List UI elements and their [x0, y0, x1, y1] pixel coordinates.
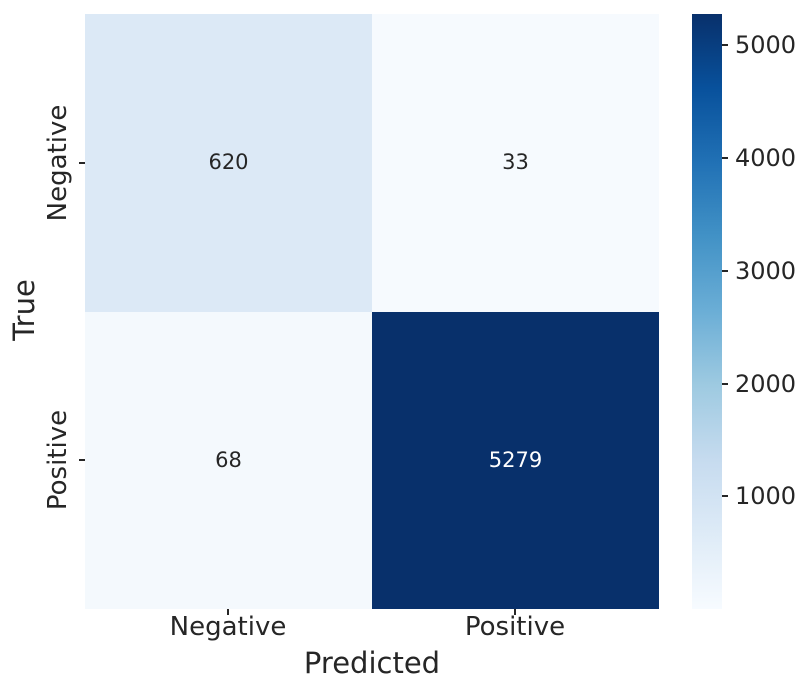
colorbar — [692, 14, 722, 609]
y-tick-mark — [79, 459, 85, 461]
cell-value: 68 — [215, 447, 242, 472]
x-axis-label: Predicted — [303, 646, 441, 680]
cell-value: 620 — [208, 150, 249, 175]
colorbar-tick-mark — [722, 269, 728, 272]
colorbar-tick-label: 2000 — [735, 369, 797, 398]
colorbar-tick-area: 1000 2000 3000 4000 5000 — [722, 14, 811, 609]
colorbar-tick-mark — [722, 495, 728, 498]
heatmap-cell-true-positive: 5279 — [372, 311, 659, 609]
heatmap: 620 33 68 5279 — [85, 14, 659, 609]
heatmap-cell-true-negative: 620 — [85, 14, 372, 312]
x-tick-label-positive: Positive — [464, 612, 566, 642]
cell-value: 33 — [502, 150, 529, 175]
colorbar-tick-mark — [722, 44, 728, 47]
y-axis-label: True — [7, 279, 41, 341]
colorbar-tick-mark — [722, 157, 728, 160]
colorbar-tick-label: 4000 — [735, 144, 797, 173]
y-tick-label-negative: Negative — [43, 104, 73, 222]
colorbar-tick-label: 5000 — [735, 31, 797, 60]
y-tick-mark — [79, 162, 85, 164]
colorbar-tick-label: 3000 — [735, 256, 797, 285]
x-tick-mark — [227, 609, 229, 615]
heatmap-cell-false-negative: 68 — [85, 311, 372, 609]
colorbar-tick-mark — [722, 382, 728, 385]
cell-value: 5279 — [488, 447, 543, 472]
heatmap-cell-false-positive: 33 — [372, 14, 659, 312]
colorbar-tick-label: 1000 — [735, 482, 797, 511]
x-tick-mark — [514, 609, 516, 615]
y-tick-label-positive: Positive — [43, 409, 73, 511]
x-tick-label-negative: Negative — [169, 612, 287, 642]
